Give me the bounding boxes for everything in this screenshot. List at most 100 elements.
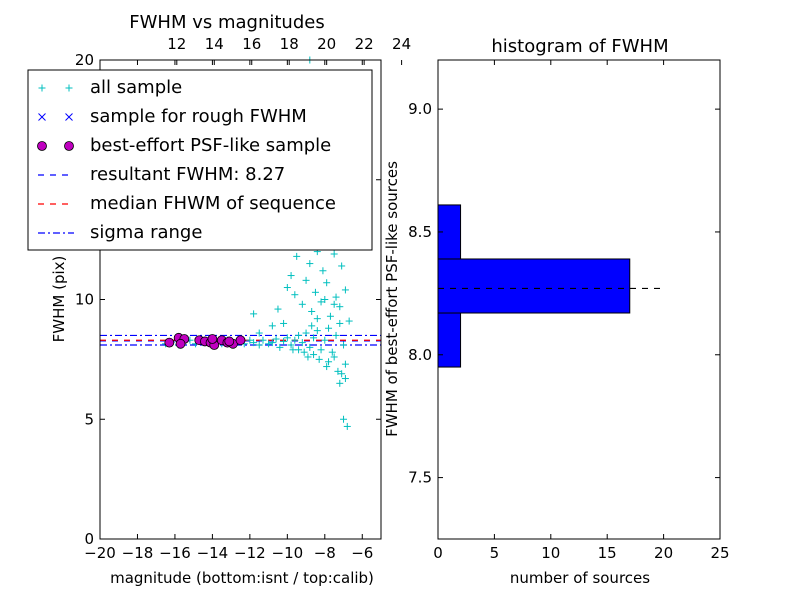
- legend-label-median-fwhm: median FHWM of sequence: [90, 193, 336, 214]
- scatter-top-ticks: 12 14 16 18 20 22 24: [167, 35, 411, 65]
- series-0-point-37: [332, 331, 340, 339]
- scatter-ytick-label: 0: [84, 530, 94, 548]
- series-0-point-84: [340, 415, 348, 423]
- series-0-point-59: [317, 298, 325, 306]
- series-0-point-24: [283, 334, 291, 342]
- series-0-point-72: [341, 286, 349, 294]
- series-0-point-96: [336, 379, 344, 387]
- histogram-xtick-label: 5: [490, 544, 500, 562]
- scatter-xtick-label: −18: [122, 544, 154, 562]
- series-0-point-29: [302, 329, 310, 337]
- series-0-point-92: [325, 358, 333, 366]
- scatter-toptick-label: 18: [280, 35, 299, 53]
- series-0-point-56: [311, 288, 319, 296]
- histogram-xtick-label: 25: [710, 544, 729, 562]
- series-0-point-22: [276, 343, 284, 351]
- series-0-point-35: [325, 324, 333, 332]
- series-0-point-18: [259, 336, 267, 344]
- series-0-point-27: [295, 331, 303, 339]
- series-0-point-76: [323, 363, 331, 371]
- histogram-y-ticks: 7.5 8.0 8.5 9.0: [408, 100, 720, 487]
- series-2-point-13: [207, 334, 218, 344]
- histogram-ytick-label: 9.0: [408, 100, 432, 118]
- series-0-point-17: [255, 341, 263, 349]
- series-0-point-99: [330, 300, 338, 308]
- scatter-xtick-label: −14: [197, 544, 229, 562]
- histogram-xtick-label: 10: [541, 544, 560, 562]
- series-0-point-69: [336, 303, 344, 311]
- scatter-toptick-label: 22: [355, 35, 374, 53]
- series-0-point-20: [268, 339, 276, 347]
- scatter-toptick-label: 16: [242, 35, 261, 53]
- series-0-point-79: [341, 360, 349, 368]
- series-0-point-98: [313, 315, 321, 323]
- series-0-point-28: [298, 339, 306, 347]
- histogram-bar-1: [437, 258, 631, 314]
- histogram-ytick-label: 8.5: [408, 223, 432, 241]
- series-2-point-0: [164, 337, 175, 348]
- series-0-point-51: [302, 276, 310, 284]
- legend-label-sigma-range: sigma range: [90, 222, 202, 243]
- scatter-toptick-label: 14: [205, 35, 224, 53]
- series-0-point-75: [315, 355, 323, 363]
- series-0-point-34: [321, 336, 329, 344]
- series-0-point-38: [336, 319, 344, 327]
- scatter-ytick-label: 5: [84, 410, 94, 428]
- series-0-point-43: [274, 305, 282, 313]
- scatter-y-label: FWHM (pix): [50, 256, 68, 343]
- series-0-point-48: [293, 252, 301, 260]
- series-0-point-62: [323, 279, 331, 287]
- histogram-bars: [437, 204, 631, 368]
- legend-box: [27, 69, 373, 251]
- legend-marker-2-b: [64, 141, 74, 151]
- series-0-point-33: [317, 346, 325, 354]
- series-0-point-70: [338, 262, 346, 270]
- legend-label-rough-sample: sample for rough FWHM: [90, 106, 307, 127]
- histogram-ytick-label: 7.5: [408, 469, 432, 487]
- series-2-point-12: [224, 336, 235, 347]
- scatter-x-ticks: −20 −18 −16 −14 −12 −10 −8 −6: [84, 60, 373, 562]
- histogram-xtick-label: 0: [433, 544, 443, 562]
- series-0-point-19: [265, 340, 273, 348]
- scatter-xtick-label: −6: [351, 544, 373, 562]
- series-0-point-44: [280, 319, 288, 327]
- legend-markers: [37, 84, 74, 234]
- legend-marker-2-a: [37, 141, 47, 151]
- scatter-x-label: magnitude (bottom:isnt / top:calib): [110, 569, 374, 587]
- series-0-point-26: [291, 336, 299, 344]
- histogram-x-ticks: 0 5 10 15 20 25: [433, 60, 730, 562]
- series-0-point-23: [280, 337, 288, 345]
- histogram-y-label: FWHM of best-effort PSF-like sources: [383, 161, 401, 437]
- histogram-xtick-label: 20: [654, 544, 673, 562]
- series-0-point-100: [308, 322, 316, 330]
- series-0-point-46: [287, 272, 295, 280]
- legend-marker-1-a: [38, 113, 46, 121]
- legend-label-resultant-fwhm: resultant FWHM: 8.27: [90, 164, 285, 185]
- scatter-ytick-label: 20: [75, 51, 94, 69]
- series-0-point-15: [246, 336, 254, 344]
- scatter-title: FWHM vs magnitudes: [129, 12, 324, 33]
- histogram-plot-frame: [437, 59, 721, 540]
- series-0-point-39: [340, 341, 348, 349]
- series-0-point-40: [250, 310, 258, 318]
- series-0-point-45: [283, 284, 291, 292]
- scatter-xtick-label: −10: [272, 544, 304, 562]
- histogram-x-label: number of sources: [510, 569, 650, 587]
- series-0-point-85: [343, 422, 351, 430]
- scatter-legend: all sample sample for rough FWHM best-ef…: [27, 69, 373, 251]
- series-0-point-94: [295, 346, 303, 354]
- series-0-point-50: [298, 300, 306, 308]
- legend-label-psf-sample: best-effort PSF-like sample: [90, 135, 331, 156]
- legend-marker-0-a: [38, 84, 46, 92]
- series-0-point-78: [338, 370, 346, 378]
- series-0-point-77: [330, 353, 338, 361]
- legend-label-all-sample: all sample: [90, 77, 182, 98]
- series-0-point-80: [334, 367, 342, 375]
- histogram-xtick-label: 15: [598, 544, 617, 562]
- histogram-ytick-label: 8.0: [408, 346, 432, 364]
- series-0-point-67: [332, 293, 340, 301]
- scatter-toptick-label: 12: [167, 35, 186, 53]
- series-0-point-81: [310, 351, 318, 359]
